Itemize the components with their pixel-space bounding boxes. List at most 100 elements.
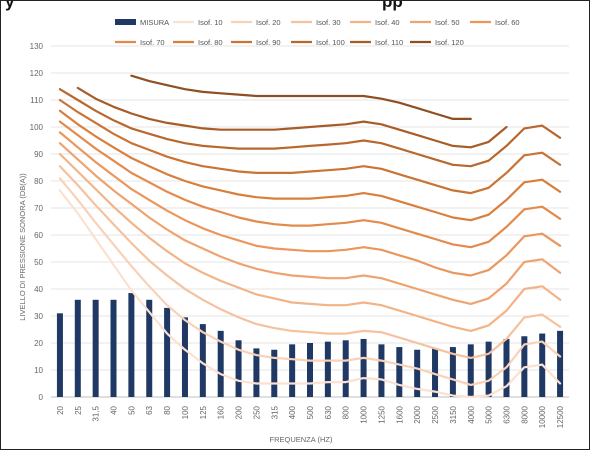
legend-label-isof-50: Isof. 50 — [435, 18, 460, 27]
y-tick-label-40: 40 — [34, 285, 43, 294]
line-isof-110 — [76, 86, 508, 149]
line-isof-40 — [58, 152, 562, 332]
line-isof-120 — [130, 74, 472, 120]
x-axis-ticks: 20 25 31,5 40 50 63 80 100 125 160 200 250 315 400 500… — [56, 405, 565, 428]
bar-160 — [217, 330, 224, 397]
y-tick-label-50: 50 — [34, 258, 43, 267]
bar-630 — [324, 341, 331, 397]
bar-31,5 — [92, 299, 99, 397]
x-tick-label-5000: 5000 — [485, 405, 494, 423]
legend-label-isof-20: Isof. 20 — [256, 18, 281, 27]
x-tick-label-63: 63 — [145, 405, 154, 414]
x-tick-label-160: 160 — [217, 405, 226, 419]
x-tick-label-200: 200 — [235, 405, 244, 419]
bar-250 — [253, 348, 260, 397]
title-fragment-right: pp — [382, 0, 403, 11]
legend-label-isof-100: Isof. 100 — [316, 38, 345, 47]
y-tick-label-20: 20 — [34, 339, 43, 348]
x-tick-label-125: 125 — [199, 405, 208, 419]
bar-800 — [342, 340, 349, 397]
y-tick-label-10: 10 — [34, 366, 43, 375]
legend-label-isof-40: Isof. 40 — [375, 18, 400, 27]
title-fragment-left: y — [5, 0, 15, 11]
bar-500 — [307, 343, 313, 397]
x-tick-label-12500: 12500 — [556, 405, 565, 428]
line-isof-90 — [58, 98, 562, 195]
bar-315 — [271, 349, 278, 397]
x-tick-label-400: 400 — [288, 405, 297, 419]
bar-63 — [146, 299, 153, 397]
x-tick-label-1600: 1600 — [395, 405, 404, 423]
line-isof-100 — [58, 88, 562, 168]
line-isof-80 — [58, 109, 562, 222]
x-tick-label-500: 500 — [306, 405, 315, 419]
legend-label-isof-110: Isof. 110 — [375, 38, 403, 47]
x-tick-label-315: 315 — [270, 405, 279, 419]
y-tick-label-110: 110 — [30, 96, 43, 105]
legend-label-isof-80: Isof. 80 — [198, 38, 223, 47]
line-isof-20 — [58, 177, 562, 386]
bar-2000 — [414, 349, 421, 397]
x-tick-label-100: 100 — [181, 405, 190, 419]
bar-80 — [164, 307, 171, 397]
x-tick-label-80: 80 — [163, 405, 172, 414]
legend-label-isof-10: Isof. 10 — [198, 18, 223, 27]
bar-4000 — [467, 344, 474, 397]
x-tick-label-3150: 3150 — [449, 405, 458, 423]
bar-3150 — [449, 347, 456, 397]
y-axis-label: LIVELLO DI PRESSIONE SONORA (DB(A)) — [18, 173, 27, 321]
x-tick-label-25: 25 — [74, 405, 83, 414]
legend-label-isof-60: Isof. 60 — [495, 18, 520, 27]
y-tick-label-120: 120 — [30, 69, 44, 78]
x-tick-label-10000: 10000 — [538, 405, 547, 428]
x-tick-label-250: 250 — [252, 405, 261, 419]
bar-200 — [235, 340, 242, 397]
y-tick-label-90: 90 — [34, 150, 43, 159]
legend-label-misura: MISURA — [140, 18, 169, 27]
x-tick-label-20: 20 — [56, 405, 65, 414]
x-tick-label-800: 800 — [342, 405, 351, 419]
legend-label-isof-70: Isof. 70 — [140, 38, 165, 47]
x-axis-label: FREQUENZA (HZ) — [270, 435, 333, 444]
x-tick-label-630: 630 — [324, 405, 333, 419]
bar-25 — [74, 299, 81, 397]
legend-label-isof-120: Isof. 120 — [435, 38, 464, 47]
x-tick-label-2500: 2500 — [431, 405, 440, 423]
x-tick-label-50: 50 — [127, 405, 136, 414]
bar-400 — [289, 344, 296, 397]
y-axis-ticks: 0 10 20 30 40 50 60 70 80 90 100 110 120 130 — [30, 42, 44, 402]
legend-swatch-misura — [115, 19, 136, 25]
bar-125 — [199, 324, 206, 397]
bar-40 — [110, 299, 117, 397]
line-isof-70 — [58, 120, 562, 249]
x-tick-label-1000: 1000 — [360, 405, 369, 423]
bar-1250 — [378, 344, 385, 397]
x-tick-label-31,5: 31,5 — [92, 405, 101, 421]
y-tick-label-130: 130 — [30, 42, 44, 51]
line-isof-10 — [58, 189, 562, 399]
bar-1000 — [360, 338, 367, 397]
y-tick-label-70: 70 — [34, 204, 43, 213]
x-tick-label-8000: 8000 — [520, 405, 529, 423]
y-tick-label-60: 60 — [34, 231, 43, 240]
bar-12500 — [557, 330, 564, 397]
bar-100 — [181, 317, 188, 397]
bar-50 — [128, 293, 135, 397]
line-isof-50 — [58, 142, 562, 305]
x-tick-label-2000: 2000 — [413, 405, 422, 423]
x-tick-label-6300: 6300 — [502, 405, 511, 423]
line-series-group — [58, 74, 562, 399]
legend-label-isof-30: Isof. 30 — [316, 18, 341, 27]
y-tick-label-0: 0 — [39, 393, 44, 402]
x-tick-label-40: 40 — [110, 405, 119, 414]
legend: MISURA Isof. 10 Isof. 20 Isof. 30 Isof. 40 Is… — [115, 18, 520, 47]
bar-2500 — [432, 348, 439, 397]
y-tick-label-30: 30 — [34, 312, 43, 321]
bar-20 — [56, 313, 63, 397]
x-tick-label-4000: 4000 — [467, 405, 476, 423]
line-isof-60 — [58, 131, 562, 277]
bar-5000 — [485, 341, 492, 397]
y-tick-label-80: 80 — [34, 177, 43, 186]
